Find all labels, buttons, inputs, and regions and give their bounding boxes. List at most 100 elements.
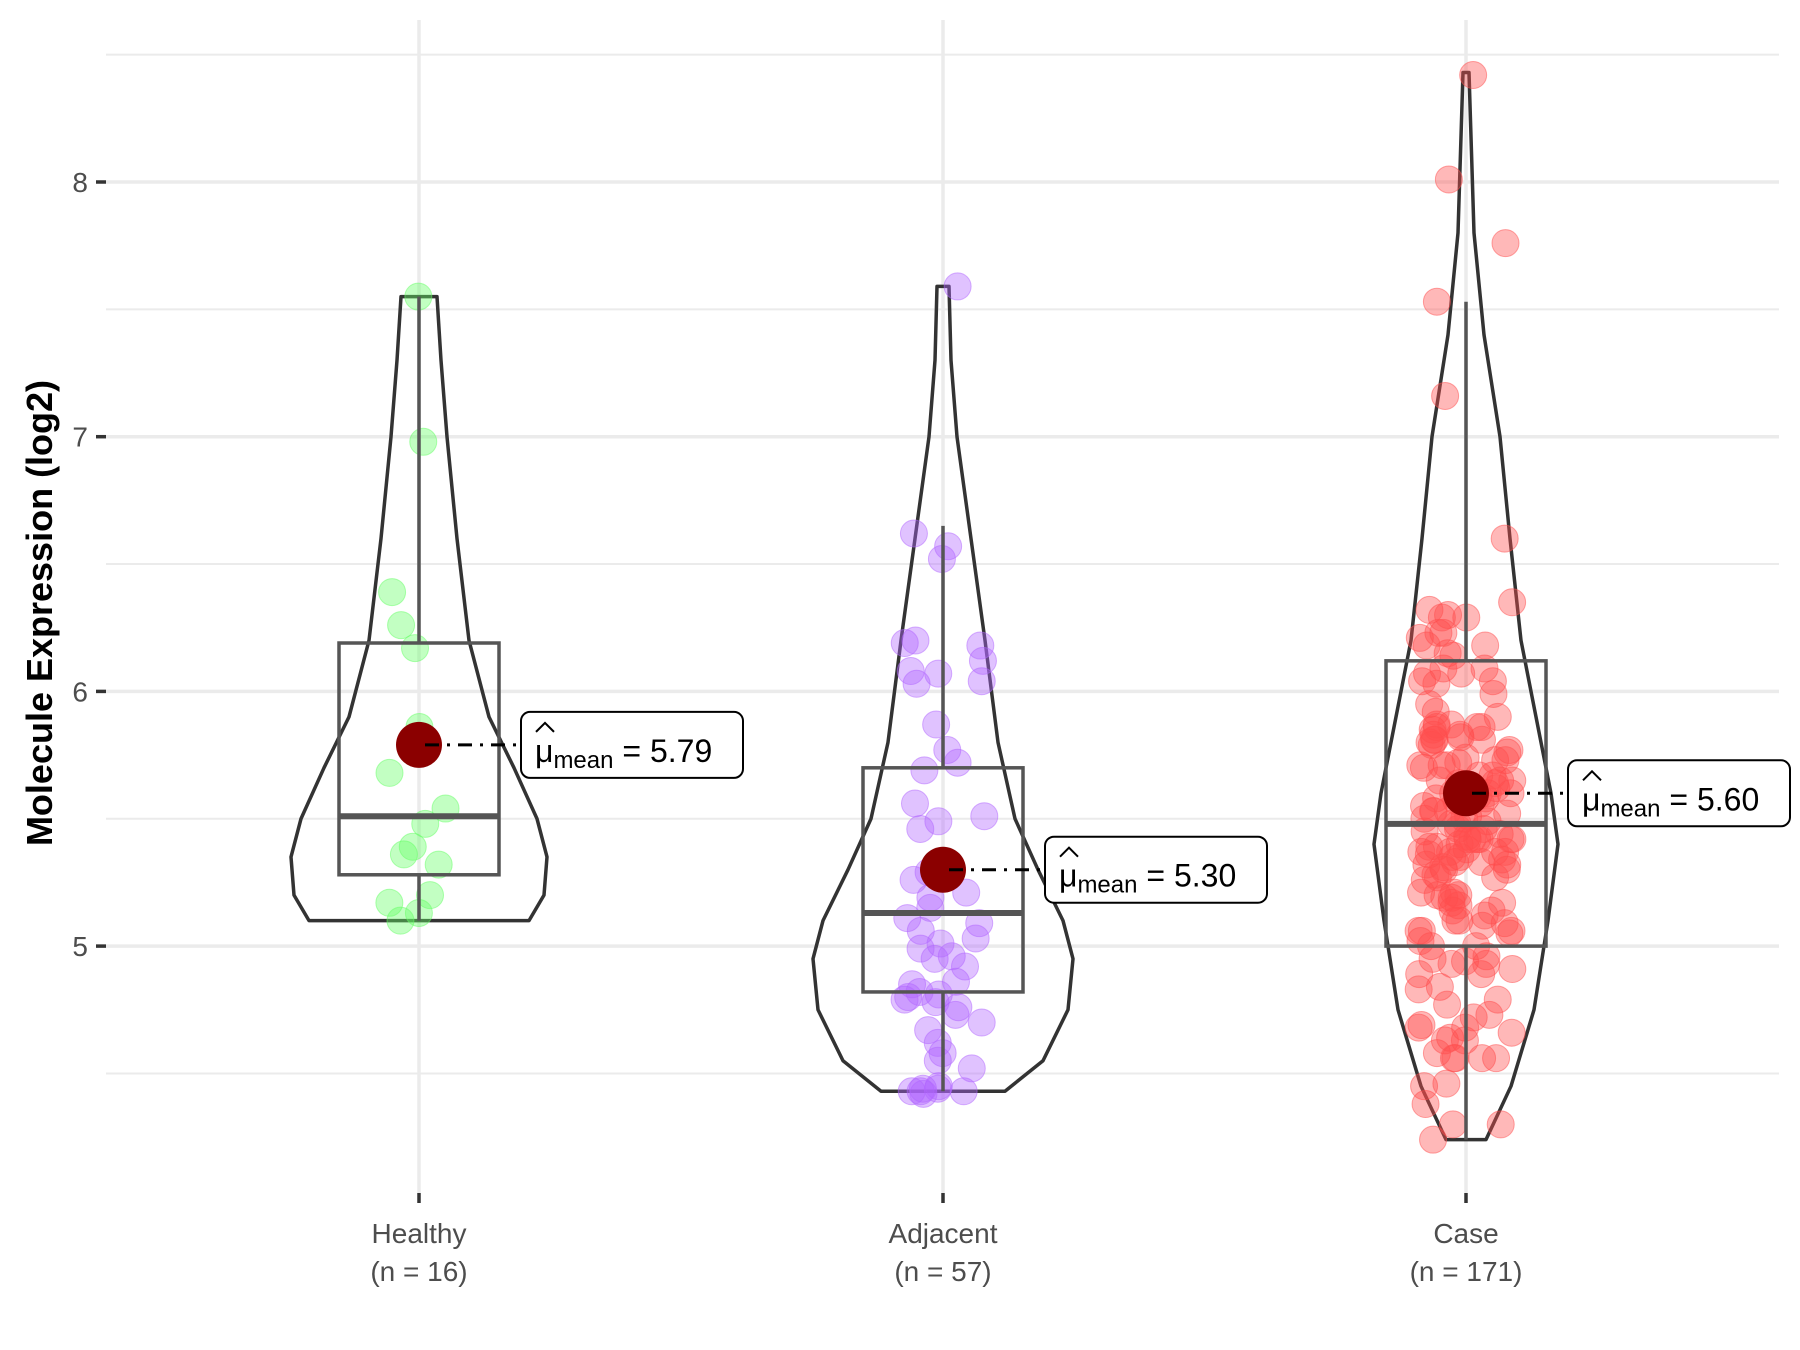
data-point [968, 646, 997, 675]
data-point [923, 1046, 952, 1075]
mean-label: μmean = 5.79 [535, 733, 712, 774]
data-point [1471, 631, 1500, 660]
data-point [1498, 825, 1527, 854]
mean-point [396, 721, 442, 768]
data-point [1407, 837, 1436, 866]
data-point [1404, 975, 1433, 1004]
hat-icon [1059, 846, 1079, 858]
data-point [957, 1054, 986, 1083]
data-point [1404, 1013, 1433, 1042]
data-point [906, 814, 935, 843]
box-iqr [1384, 659, 1548, 948]
data-point [1478, 667, 1507, 696]
data-point [943, 748, 972, 777]
y-axis: 5 6 7 8 [72, 167, 106, 962]
data-point [1445, 906, 1474, 935]
data-point [1410, 792, 1439, 821]
data-point [1472, 942, 1501, 971]
data-point [375, 758, 404, 787]
mean-label-box [1044, 835, 1268, 904]
data-point [386, 906, 415, 935]
data-point [1493, 850, 1522, 879]
mean-subscript: mean [1600, 795, 1660, 822]
data-point [1411, 1090, 1440, 1119]
mean-subscript: mean [1077, 872, 1137, 899]
violin-outline [1372, 70, 1560, 1142]
data-point [1475, 1000, 1504, 1029]
data-point [424, 850, 453, 879]
box-iqr [337, 641, 501, 877]
data-point [899, 519, 928, 548]
data-point [961, 924, 990, 953]
data-point [1432, 1069, 1461, 1098]
data-point [1423, 863, 1452, 892]
mean-label-box [1567, 759, 1791, 828]
data-point [970, 802, 999, 831]
x-axis: Healthy (n = 16) Adjacent (n = 57) Case (n = … [370, 1193, 1522, 1287]
box-iqr [861, 766, 1025, 994]
x-tick-sample-size-adjacent: (n = 57) [894, 1256, 991, 1287]
group-healthy: μmean = 5.79 [289, 282, 744, 935]
group-adjacent: μmean = 5.30 [811, 272, 1268, 1108]
data-point [1433, 990, 1462, 1019]
mean-label: μmean = 5.30 [1059, 858, 1236, 899]
data-point [910, 756, 939, 785]
violin-outline [289, 294, 549, 923]
data-point [1444, 891, 1473, 920]
x-tick-label-adjacent: Adjacent [889, 1218, 998, 1249]
data-point [1491, 229, 1520, 258]
mean-symbol: μ [535, 733, 553, 769]
hat-icon [535, 721, 555, 733]
data-point [1488, 888, 1517, 917]
data-point [1438, 842, 1467, 871]
y-tick-label: 8 [72, 167, 88, 198]
data-point [1412, 631, 1441, 660]
hat-icon [1582, 769, 1602, 781]
data-point [1486, 1110, 1515, 1139]
data-point [900, 789, 929, 818]
data-point [1408, 667, 1437, 696]
mean-symbol: μ [1059, 858, 1077, 894]
data-point [966, 631, 995, 660]
y-tick-label: 6 [72, 676, 88, 707]
data-point [416, 881, 445, 910]
data-point [897, 1077, 926, 1106]
data-point [378, 578, 407, 607]
data-point [1415, 595, 1444, 624]
data-point [1436, 1023, 1465, 1052]
y-tick-label: 7 [72, 422, 88, 453]
mean-value: = 5.79 [613, 733, 712, 769]
data-point [1497, 1018, 1526, 1047]
data-point [1438, 1110, 1467, 1139]
data-point [389, 840, 418, 869]
x-tick-sample-size-healthy: (n = 16) [370, 1256, 467, 1287]
data-point [1422, 713, 1451, 742]
data-point [909, 1079, 938, 1108]
data-point [1419, 797, 1448, 826]
x-tick-label-case: Case [1433, 1218, 1498, 1249]
data-point [1419, 1125, 1448, 1154]
data-point [890, 629, 919, 658]
mean-symbol: μ [1582, 781, 1600, 817]
data-point [1481, 746, 1510, 775]
data-point [387, 611, 416, 640]
mean-label: μmean = 5.60 [1582, 781, 1759, 822]
data-point [1468, 1044, 1497, 1073]
data-point [1420, 725, 1449, 754]
data-point [1413, 659, 1442, 688]
data-point [1421, 697, 1450, 726]
data-point [967, 1008, 996, 1037]
group-case: μmean = 5.60 [1372, 61, 1791, 1154]
data-point [890, 985, 919, 1014]
data-point [941, 1000, 970, 1029]
data-point [1498, 955, 1527, 984]
data-point [949, 1077, 978, 1106]
data-point [1472, 949, 1501, 978]
data-point [398, 832, 427, 861]
data-point [1434, 600, 1463, 629]
data-point [1468, 911, 1497, 940]
x-tick-label-healthy: Healthy [372, 1218, 467, 1249]
data-point [375, 888, 404, 917]
